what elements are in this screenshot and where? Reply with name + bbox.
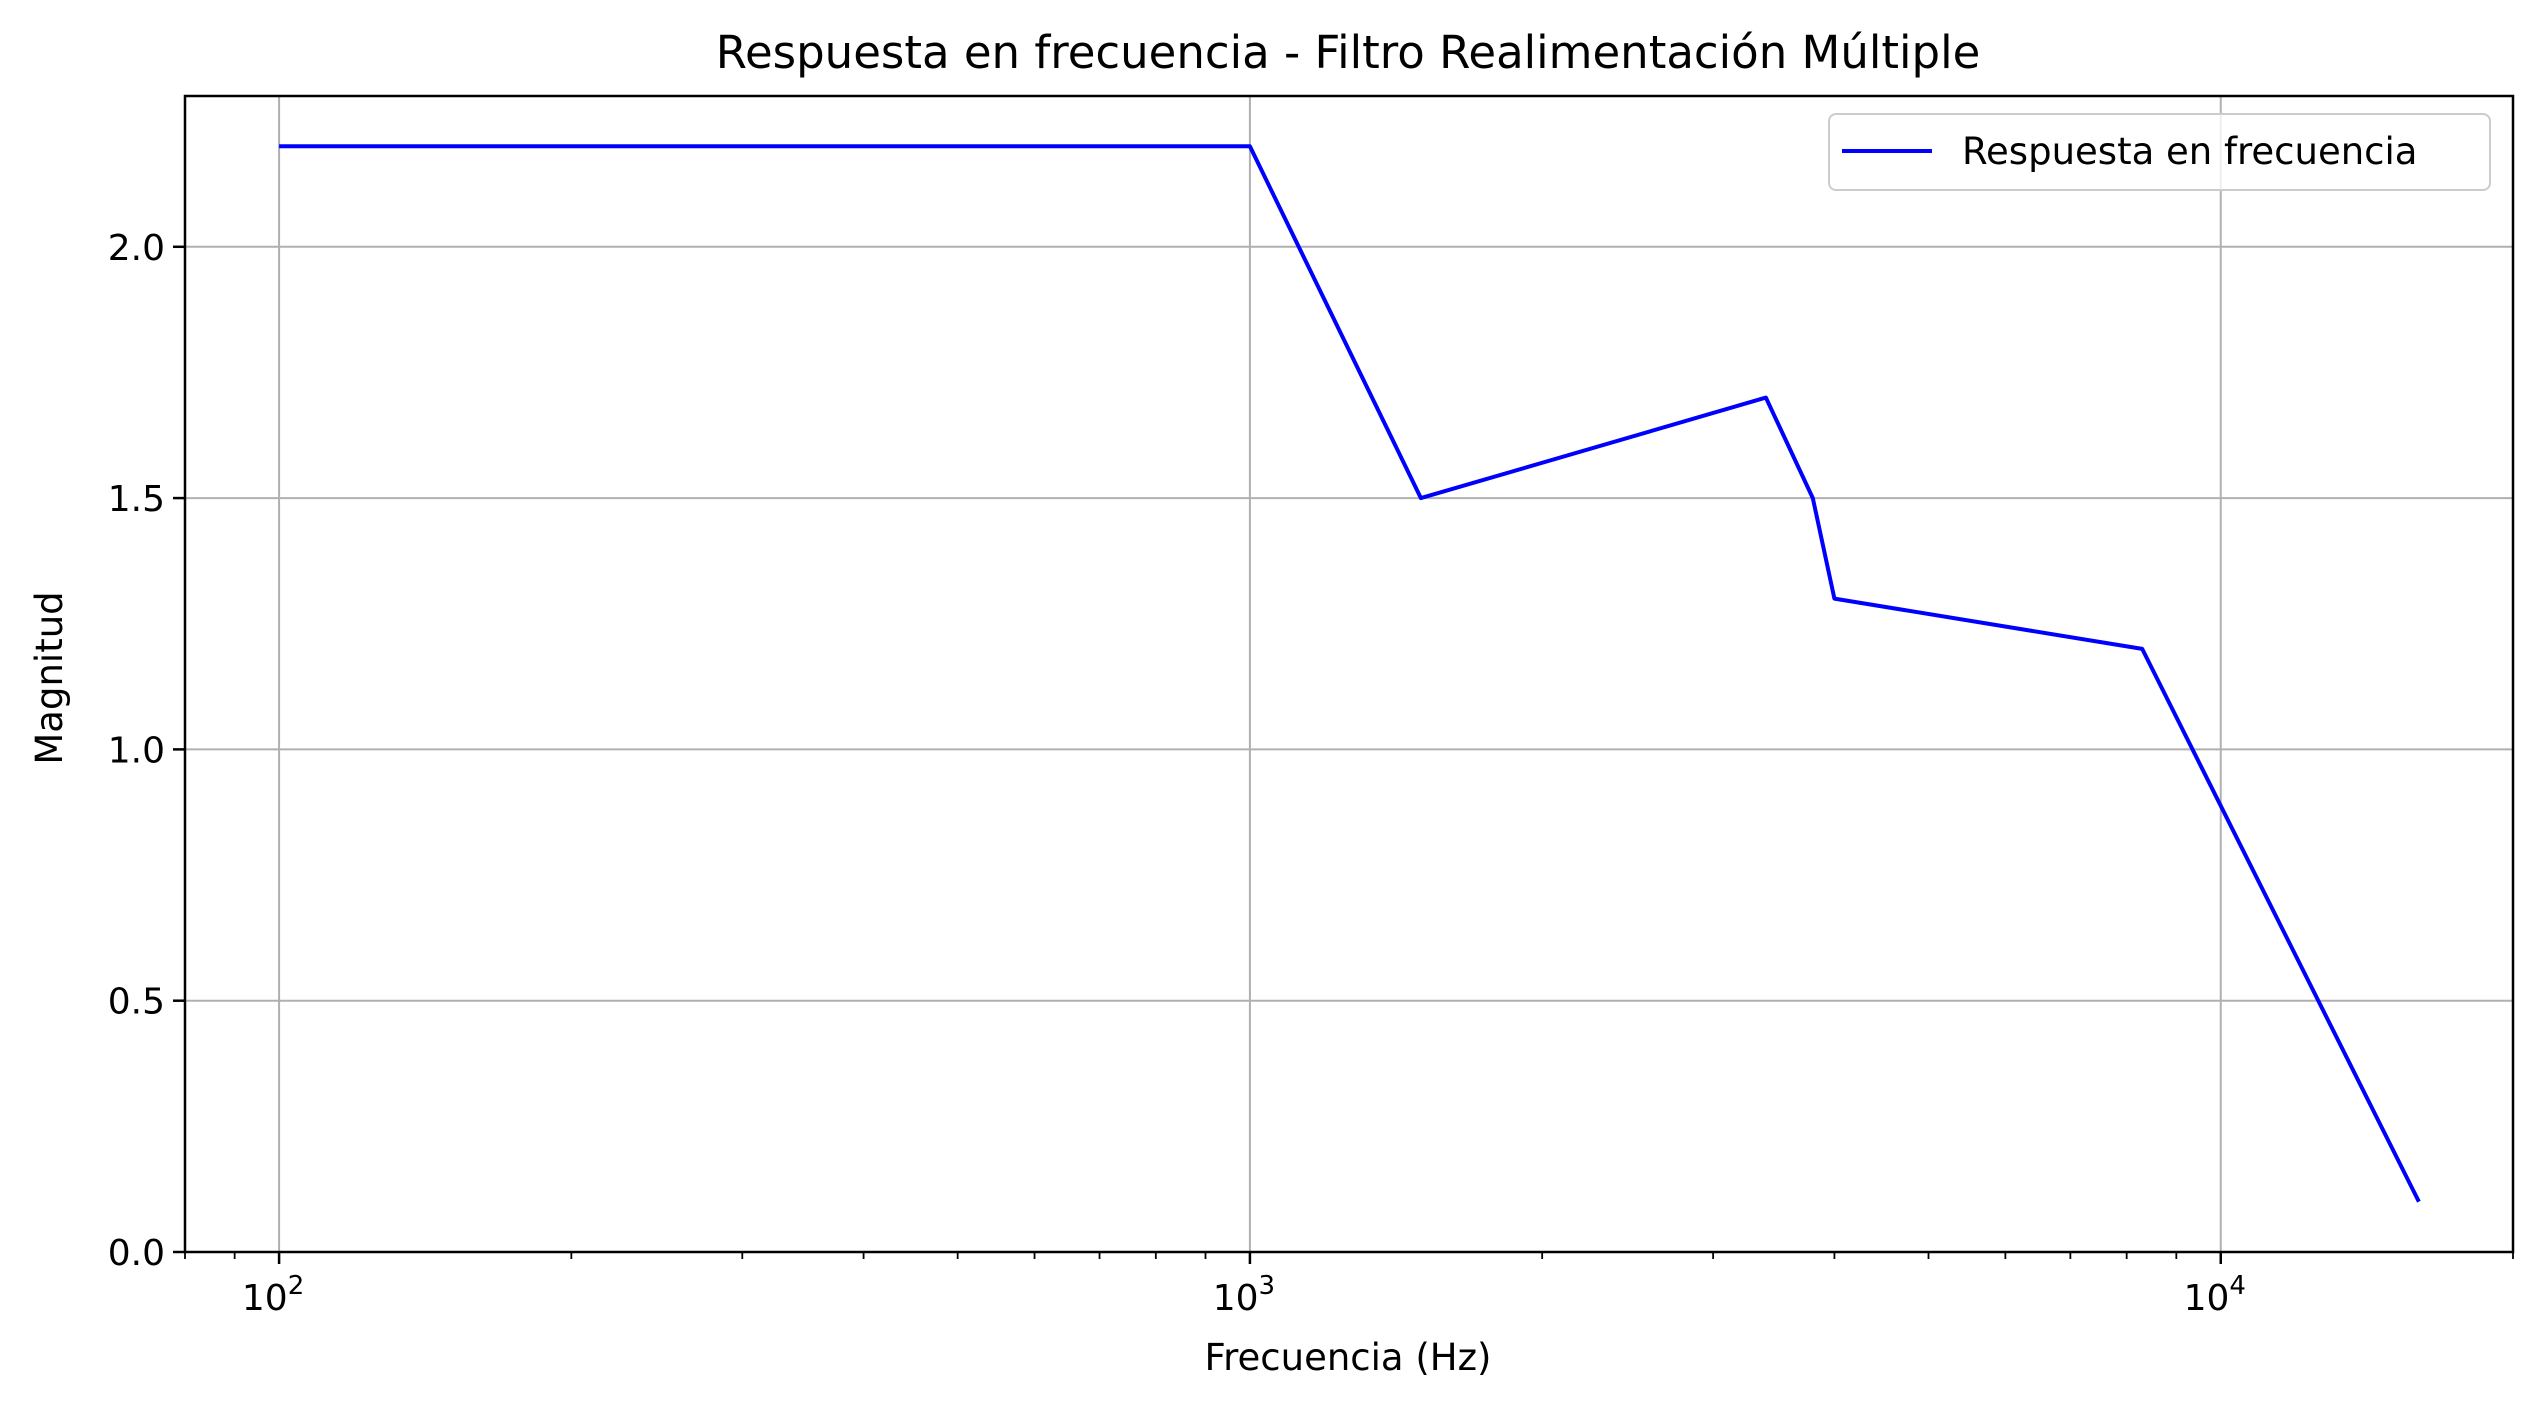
x-axis-label: Frecuencia (Hz): [1205, 1336, 1492, 1379]
axes-frame: [183, 94, 2515, 1254]
legend: Respuesta en frecuencia: [1828, 113, 2491, 191]
y-axis-label: Magnitud: [28, 591, 71, 764]
legend-label: Respuesta en frecuencia: [1962, 130, 2417, 173]
y-tick-label: 0.5: [108, 982, 165, 1023]
x-tick-label: 103: [1213, 1271, 1275, 1319]
y-tick-label: 1.5: [108, 479, 165, 520]
x-tick-label: 104: [2184, 1271, 2246, 1319]
y-tick-label: 0.0: [108, 1233, 165, 1274]
y-tick-label: 2.0: [108, 228, 165, 269]
x-tick-label: 102: [242, 1271, 304, 1319]
chart-title: Respuesta en frecuencia - Filtro Realime…: [716, 26, 1981, 79]
series-layer: [279, 144, 2421, 1203]
series-line: [279, 144, 2421, 1203]
legend-box: [1828, 113, 2491, 191]
tick-layer: 102 103 104 0.0 0.5 1.0 1.5 2.0: [108, 228, 2514, 1319]
y-tick-label: 1.0: [108, 730, 165, 771]
